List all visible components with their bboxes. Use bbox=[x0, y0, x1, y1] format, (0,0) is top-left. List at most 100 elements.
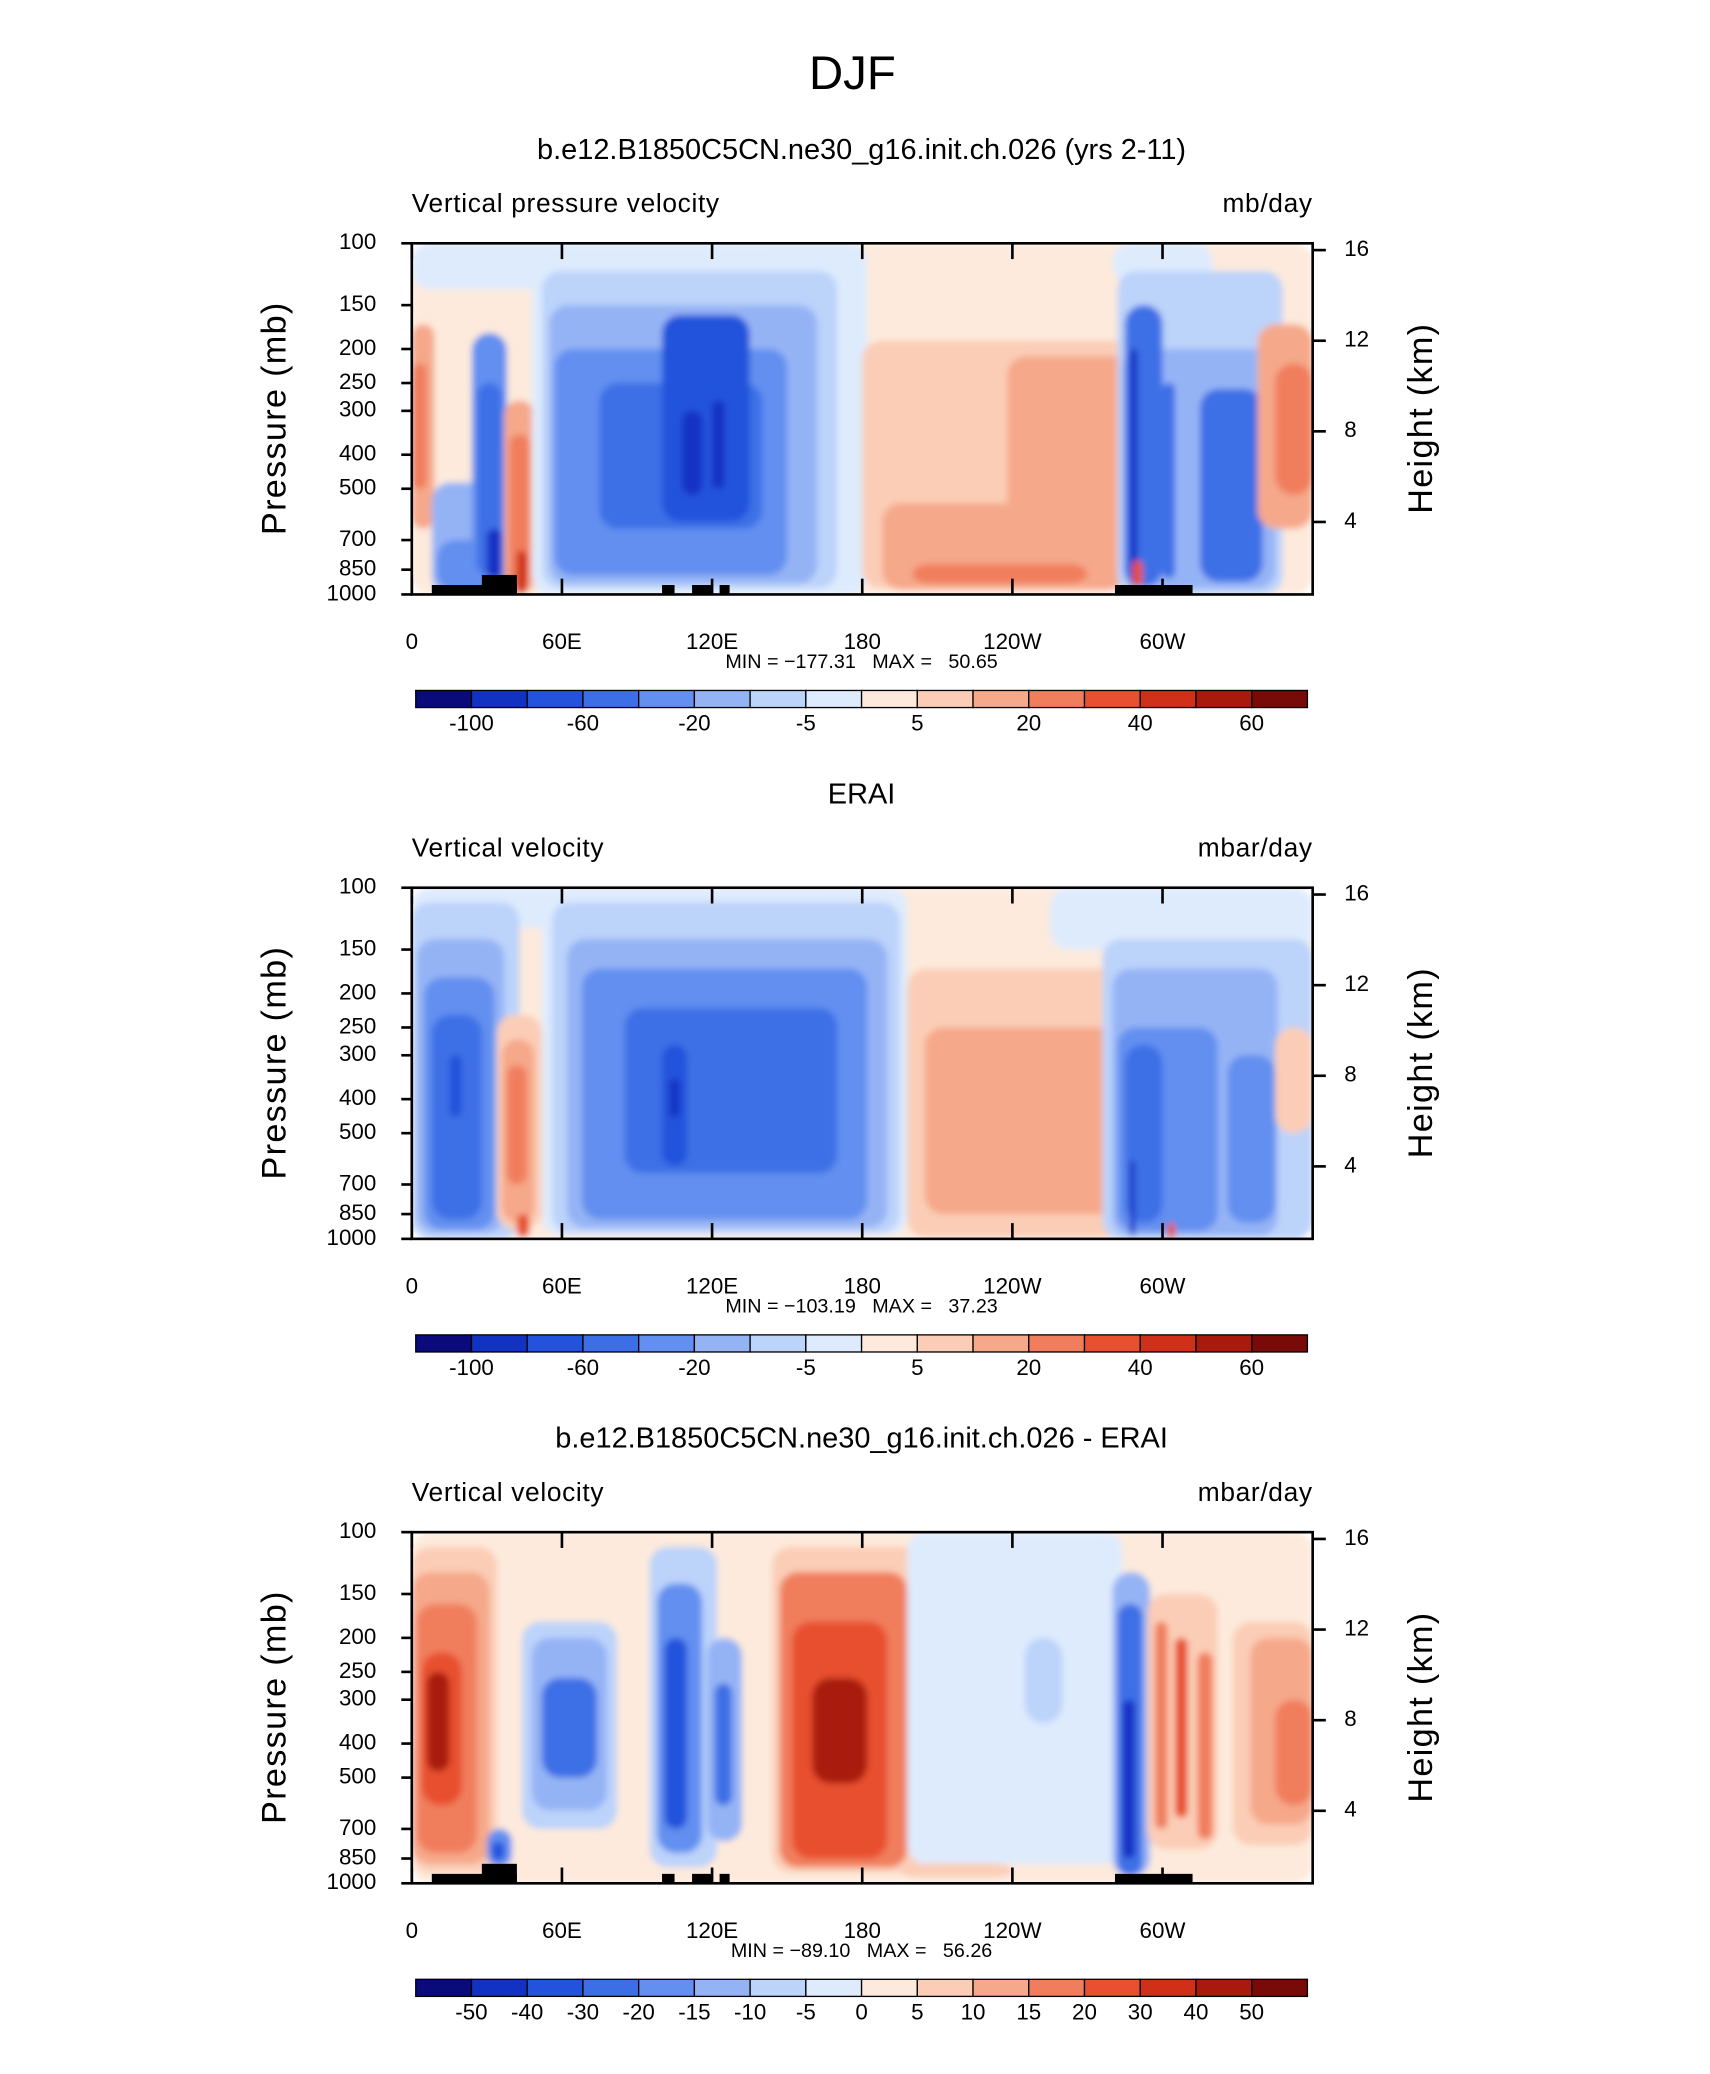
panel-title: b.e12.B1850C5CN.ne30_g16.init.ch.026 (yr… bbox=[537, 134, 1186, 166]
topography bbox=[431, 1873, 517, 1884]
y-axis-label: Pressure (mb) bbox=[255, 946, 293, 1180]
min-max-stats: MIN = −89.10 MAX = 56.26 bbox=[731, 1940, 992, 1962]
colorbar-label: -5 bbox=[796, 1999, 816, 2024]
colorbar-box bbox=[916, 689, 974, 709]
x-tick-label: 60E bbox=[542, 1273, 582, 1298]
colorbar-box bbox=[637, 689, 696, 709]
contour-region bbox=[1049, 887, 1313, 950]
left-string: Vertical pressure velocity bbox=[412, 188, 720, 218]
y-tick-label: 500 bbox=[339, 475, 376, 500]
colorbar-box bbox=[693, 1334, 751, 1353]
contour-region bbox=[1200, 389, 1263, 582]
contour-region bbox=[426, 1671, 450, 1772]
colorbar-box bbox=[860, 1978, 918, 1998]
contour-region bbox=[899, 1863, 1013, 1878]
y-tick-label: 150 bbox=[339, 1580, 376, 1605]
colorbar-box bbox=[1083, 689, 1141, 709]
contour-region bbox=[1024, 1637, 1063, 1724]
contour-region bbox=[682, 410, 703, 495]
colorbar-box bbox=[415, 689, 473, 709]
colorbar-box bbox=[972, 1978, 1030, 1998]
colorbar-box bbox=[415, 1334, 473, 1353]
x-tick-label: 120W bbox=[983, 629, 1042, 654]
contour-region bbox=[912, 564, 1088, 584]
topography bbox=[1114, 1873, 1193, 1884]
colorbar-box bbox=[470, 689, 528, 709]
contour-region bbox=[1275, 1027, 1313, 1134]
y2-tick-label: 12 bbox=[1344, 327, 1369, 352]
colorbar-label: -50 bbox=[455, 1999, 487, 2024]
y2-axis-label: Height (km) bbox=[1402, 323, 1440, 514]
colorbar-box bbox=[1195, 1334, 1253, 1353]
contour-region bbox=[1129, 1160, 1136, 1236]
colorbar-label: -20 bbox=[678, 1355, 710, 1380]
y-tick-label: 200 bbox=[339, 1624, 376, 1649]
topography bbox=[662, 585, 675, 595]
colorbar-label: -100 bbox=[449, 711, 494, 736]
min-max-stats: MIN = −177.31 MAX = 50.65 bbox=[725, 651, 997, 673]
contour-layers bbox=[411, 887, 1313, 1239]
contour-layers bbox=[411, 243, 1313, 595]
y-tick-label: 200 bbox=[339, 335, 376, 360]
colorbar-box bbox=[805, 1978, 863, 1998]
colorbar-box bbox=[1139, 689, 1197, 709]
colorbar-label: 60 bbox=[1239, 1355, 1264, 1380]
contour-region bbox=[516, 550, 527, 593]
colorbar-label: 40 bbox=[1128, 711, 1153, 736]
colorbar-label: 20 bbox=[1072, 1999, 1097, 2024]
colorbar-box bbox=[860, 1334, 918, 1353]
y-tick-label: 150 bbox=[339, 935, 376, 960]
topography bbox=[431, 585, 517, 595]
topography bbox=[719, 1873, 730, 1884]
contour-field bbox=[411, 243, 1313, 595]
colorbar-label: -20 bbox=[623, 1999, 655, 2024]
panel-title: b.e12.B1850C5CN.ne30_g16.init.ch.026 - E… bbox=[555, 1423, 1168, 1455]
colorbar-box bbox=[805, 689, 863, 709]
y2-tick-label: 12 bbox=[1344, 1615, 1369, 1640]
y-tick-label: 400 bbox=[339, 1085, 376, 1110]
colorbar-label: -100 bbox=[449, 1355, 494, 1380]
x-tick-label: 120E bbox=[686, 629, 738, 654]
topography bbox=[692, 1873, 713, 1884]
contour-layers bbox=[411, 1532, 1313, 1884]
contour-region bbox=[714, 1683, 733, 1806]
y-tick-label: 700 bbox=[339, 1815, 376, 1840]
y-tick-label: 500 bbox=[339, 1119, 376, 1144]
colorbar-box bbox=[693, 689, 751, 709]
topography bbox=[481, 574, 517, 595]
min-max-stats: MIN = −103.19 MAX = 37.23 bbox=[725, 1295, 997, 1317]
y-tick-label: 100 bbox=[339, 229, 376, 254]
y-tick-label: 400 bbox=[339, 1729, 376, 1754]
y2-tick-label: 16 bbox=[1344, 236, 1369, 261]
y-tick-label: 1000 bbox=[327, 580, 377, 605]
colorbar-box bbox=[637, 1334, 696, 1353]
contour-region bbox=[1162, 383, 1176, 579]
y-tick-label: 400 bbox=[339, 441, 376, 466]
colorbar-label: -10 bbox=[734, 1999, 766, 2024]
figure-title: DJF bbox=[809, 47, 896, 100]
x-tick-label: 60W bbox=[1140, 629, 1187, 654]
contour-region bbox=[669, 1078, 680, 1118]
right-string: mbar/day bbox=[1198, 833, 1313, 863]
contour-region bbox=[1197, 1652, 1213, 1840]
y-tick-label: 150 bbox=[339, 291, 376, 316]
colorbar-box bbox=[582, 689, 640, 709]
left-string: Vertical velocity bbox=[412, 833, 605, 863]
contour-region bbox=[431, 1014, 482, 1220]
contour-region bbox=[1167, 1222, 1176, 1239]
contour-region bbox=[516, 1214, 530, 1238]
y-tick-label: 300 bbox=[339, 1686, 376, 1711]
colorbar-label: -5 bbox=[796, 711, 816, 736]
contour-region bbox=[664, 1637, 688, 1829]
y-tick-label: 100 bbox=[339, 874, 376, 899]
x-tick-label: 180 bbox=[844, 1918, 881, 1943]
colorbar-box bbox=[637, 1978, 696, 1998]
topography bbox=[719, 585, 730, 595]
contour-region bbox=[449, 1055, 462, 1118]
contour-region bbox=[812, 1677, 868, 1784]
colorbar-label: 30 bbox=[1128, 1999, 1153, 2024]
x-tick-label: 120E bbox=[686, 1273, 738, 1298]
colorbar-box bbox=[1083, 1978, 1141, 1998]
y-tick-label: 300 bbox=[339, 1041, 376, 1066]
